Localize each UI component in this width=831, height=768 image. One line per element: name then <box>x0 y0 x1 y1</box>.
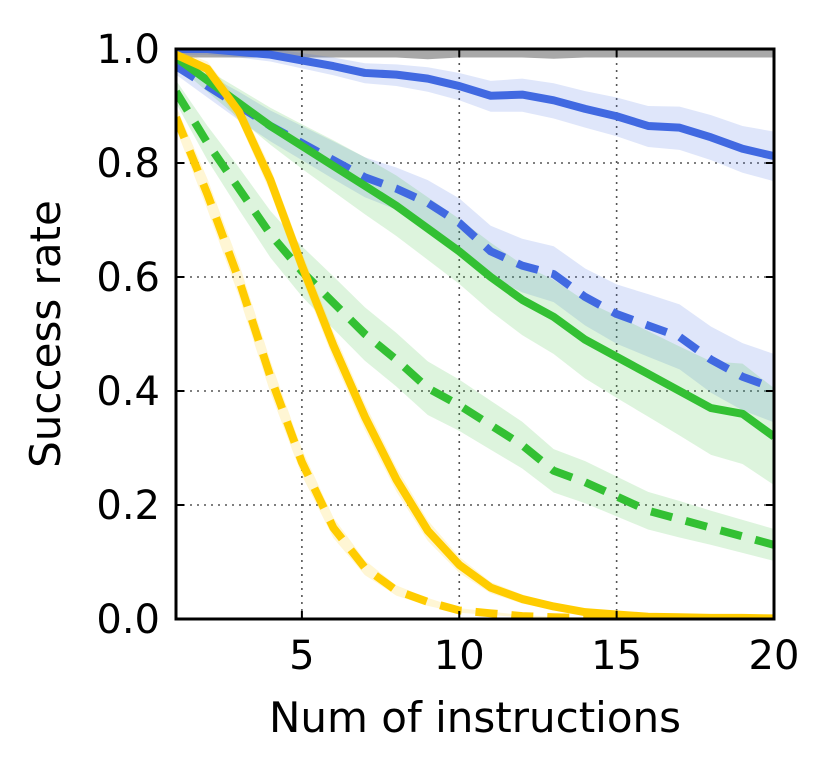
x-tick-label: 15 <box>591 633 642 679</box>
blue-dashed-band <box>176 57 774 423</box>
yellow-dashed-line <box>176 115 774 619</box>
y-tick-label: 0.4 <box>96 369 160 415</box>
y-axis-title: Success rate <box>21 200 70 468</box>
y-tick-label: 1.0 <box>96 27 160 73</box>
x-tick-label: 10 <box>434 633 485 679</box>
y-tick-label: 0.2 <box>96 483 160 529</box>
blue-solid-band <box>176 49 774 182</box>
gray-solid-band <box>176 49 774 60</box>
x-tick-label: 5 <box>289 633 314 679</box>
green-dashed-line <box>176 89 774 549</box>
x-tick-label: 20 <box>749 633 800 679</box>
axis-ticks <box>176 48 775 620</box>
series-lines <box>176 49 774 619</box>
x-axis-title: Num of instructions <box>269 693 681 742</box>
green-dashed-band <box>176 80 774 561</box>
confidence-bands <box>176 49 774 619</box>
plot-frame <box>174 47 776 621</box>
tick-labels: 5 10 15 20 0.0 0.2 0.4 0.6 0.8 1.0 <box>96 27 799 679</box>
blue-solid-line <box>176 49 774 161</box>
y-tick-label: 0.6 <box>96 255 160 301</box>
y-tick-label: 0.0 <box>96 597 160 643</box>
green-solid-line <box>176 54 774 440</box>
y-tick-label: 0.8 <box>96 141 160 187</box>
